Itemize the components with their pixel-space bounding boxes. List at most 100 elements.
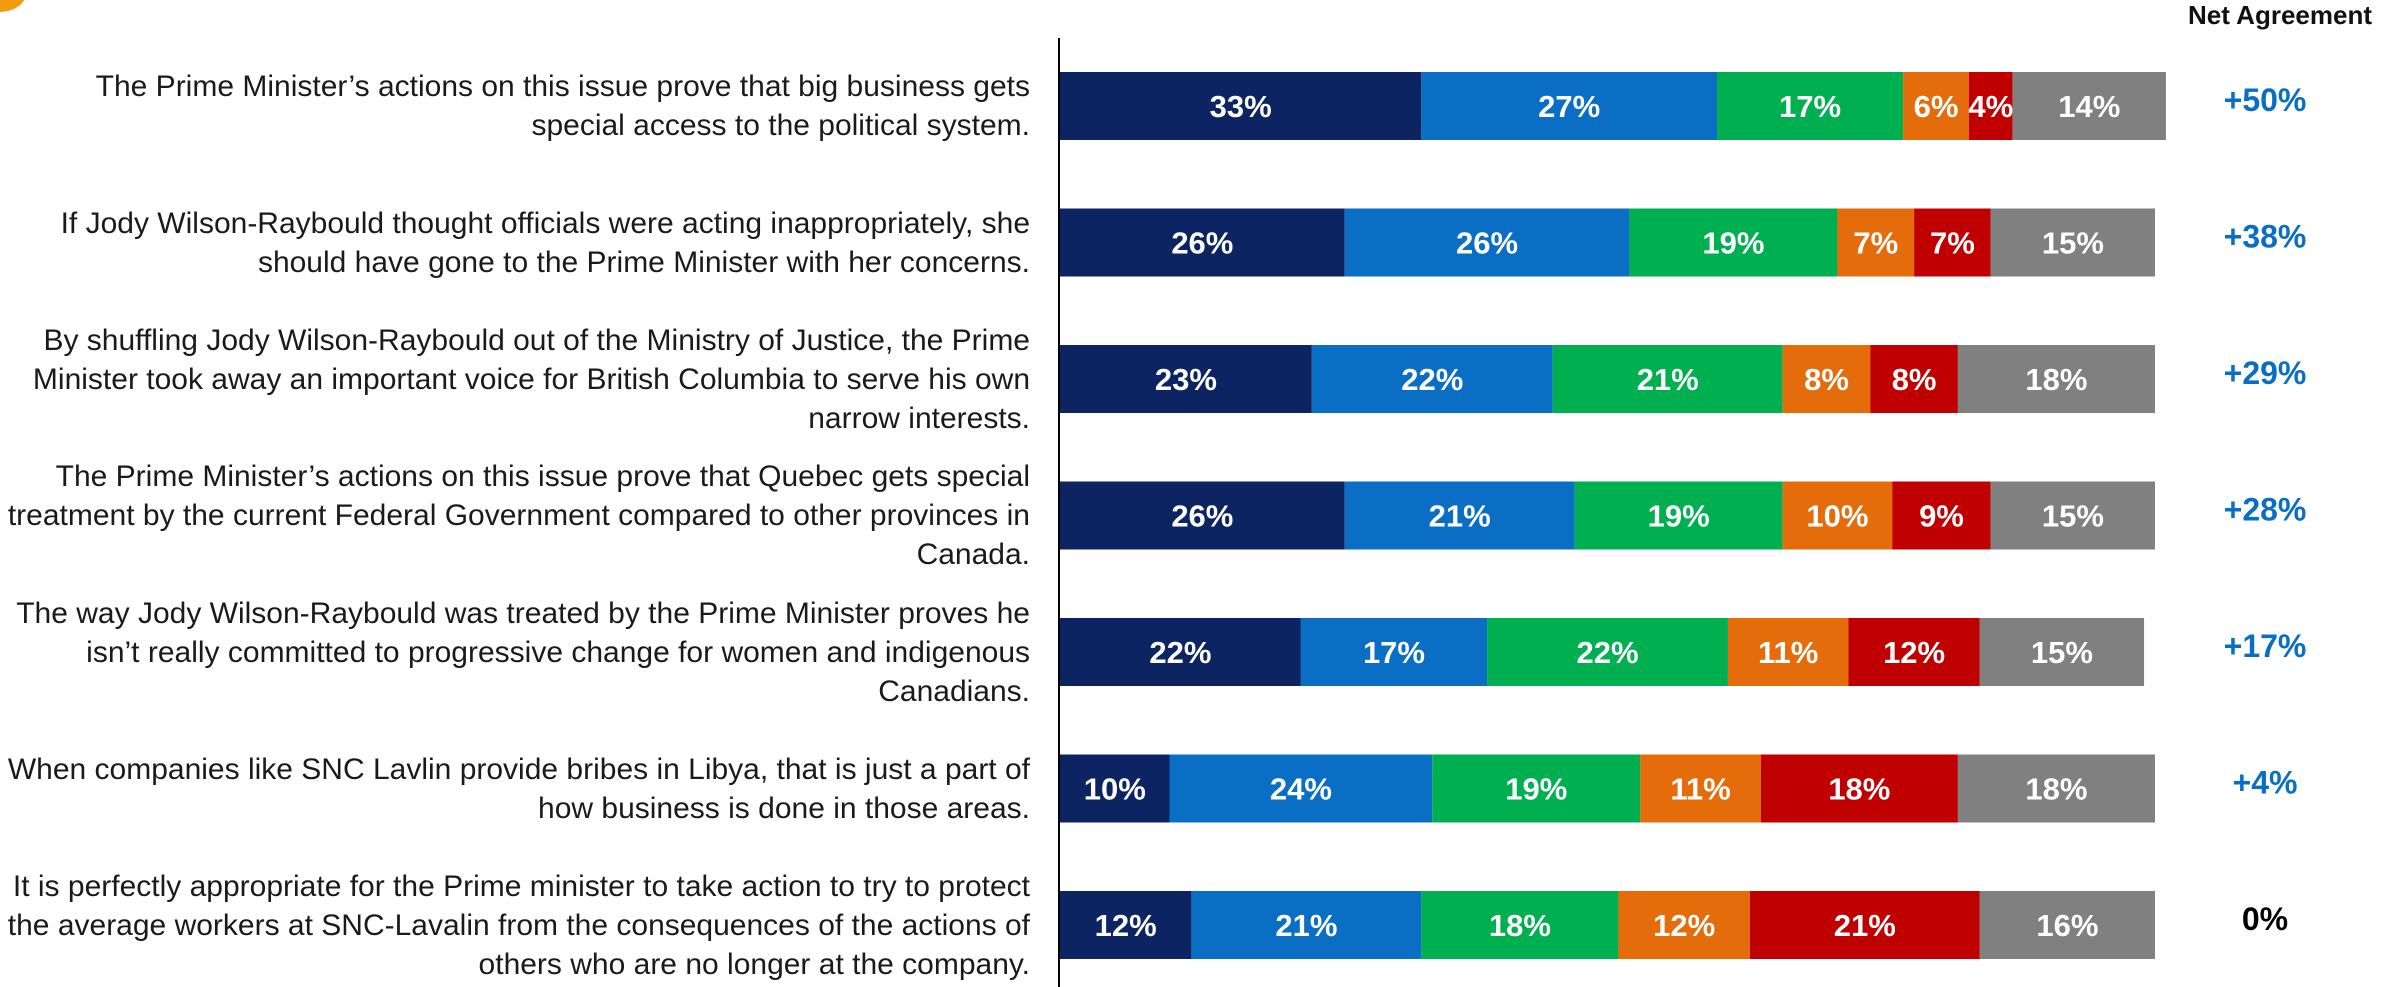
bar-data-label: 11% — [1670, 772, 1730, 807]
bar-segment-somewhat-disagree — [1837, 208, 1915, 277]
bar-data-label: 26% — [1171, 499, 1233, 534]
bar-segment-strongly-disagree — [1914, 208, 1991, 277]
net-agreement-header: Net Agreement — [2188, 0, 2372, 30]
bar-data-label: 22% — [1401, 362, 1463, 397]
bar-data-label: 7% — [1853, 226, 1898, 261]
bar-segment-somewhat-agree — [1344, 208, 1630, 277]
bar-data-label: 21% — [1834, 908, 1896, 943]
bar-segment-somewhat-disagree — [1640, 754, 1761, 823]
bar-segment-somewhat-disagree — [1727, 618, 1849, 686]
bar-data-label: 17% — [1363, 635, 1425, 670]
bar-row: 22% 17% 22% 11% 12% 15% — [1060, 618, 2145, 686]
statement-label: If Jody Wilson-Raybould thought official… — [60, 206, 1030, 279]
bar-segment-strongly-disagree — [1870, 345, 1958, 413]
statement-label: The way Jody Wilson-Raybould was treated… — [16, 596, 1030, 708]
bar-data-label: 26% — [1456, 226, 1518, 261]
bar-data-label: 11% — [1758, 635, 1818, 670]
bar-segment-somewhat-agree — [1421, 72, 1717, 140]
bar-segment-neutral — [1717, 72, 1904, 140]
bar-segment-strongly-agree — [1060, 72, 1422, 140]
net-agreement-value: +17% — [2224, 628, 2307, 664]
bar-data-label: 27% — [1538, 89, 1600, 124]
bar-data-label: 21% — [1637, 362, 1699, 397]
bar-data-label: 15% — [2031, 635, 2093, 670]
bar-data-label: 33% — [1210, 89, 1272, 124]
statement-label: The Prime Minister’s actions on this iss… — [7, 460, 1030, 571]
bar-segment-somewhat-disagree — [1782, 345, 1871, 413]
bar-row: 33% 27% 17% 6% 4% 14% — [1060, 72, 2166, 140]
bar-data-label: 18% — [2025, 772, 2087, 807]
bar-data-label: 17% — [1779, 89, 1841, 124]
bar-segment-strongly-agree — [1060, 618, 1301, 686]
bar-segment-somewhat-agree — [1191, 891, 1422, 959]
bar-row: 26% 21% 19% 10% 9% 15% — [1060, 481, 2155, 550]
bar-segment-somewhat-disagree — [1618, 891, 1750, 959]
bar-data-label: 16% — [2036, 908, 2098, 943]
net-agreement-value: 0% — [2242, 901, 2288, 937]
bar-data-label: 21% — [1429, 499, 1491, 534]
bar-segment-strongly-disagree — [1892, 481, 1991, 550]
bar-data-label: 4% — [1968, 89, 2013, 124]
bar-data-label: 12% — [1883, 635, 1945, 670]
bar-data-label: 18% — [2025, 362, 2087, 397]
net-agreement-value: +28% — [2224, 492, 2307, 528]
bar-segment-strongly-agree — [1060, 754, 1170, 823]
bar-row: 10% 24% 19% 11% 18% 18% — [1060, 754, 2155, 823]
bar-segment-neutral — [1552, 345, 1783, 413]
bar-segment-strongly-agree — [1060, 345, 1312, 413]
bar-data-label: 12% — [1095, 908, 1157, 943]
bar-data-label: 10% — [1806, 499, 1868, 534]
bar-data-label: 6% — [1914, 89, 1959, 124]
net-agreement-value: +29% — [2224, 355, 2307, 391]
bar-data-label: 18% — [1489, 908, 1551, 943]
bar-data-label: 21% — [1275, 908, 1337, 943]
statement-label: The Prime Minister’s actions on this iss… — [95, 70, 1030, 142]
bar-segment-neutral — [1421, 891, 1619, 959]
bar-data-label: 19% — [1702, 226, 1764, 261]
bar-data-label: 8% — [1804, 362, 1849, 397]
bar-segment-somewhat-agree — [1300, 618, 1488, 686]
bar-segment-strongly-agree — [1060, 481, 1345, 550]
statement-label: It is perfectly appropriate for the Prim… — [7, 869, 1030, 981]
bar-row: 23% 22% 21% 8% 8% 18% — [1060, 345, 2155, 413]
bar-segment-dont-know — [1990, 481, 2155, 550]
bar-segment-somewhat-agree — [1311, 345, 1553, 413]
bar-segment-somewhat-disagree — [1903, 72, 1969, 140]
bar-segment-strongly-disagree — [1749, 891, 1980, 959]
bar-segment-dont-know — [1990, 208, 2155, 277]
bar-segment-strongly-agree — [1060, 891, 1192, 959]
net-agreement-value: +38% — [2224, 219, 2307, 255]
bar-data-label: 12% — [1653, 908, 1715, 943]
bar-segment-dont-know — [1957, 345, 2155, 413]
bar-data-label: 9% — [1919, 499, 1964, 534]
bar-segment-neutral — [1487, 618, 1728, 686]
bar-segment-strongly-disagree — [1760, 754, 1958, 823]
bar-data-label: 22% — [1576, 635, 1638, 670]
bar-segment-dont-know — [1957, 754, 2155, 823]
bar-data-label: 14% — [2058, 89, 2120, 124]
net-agreement-value: +50% — [2224, 82, 2307, 118]
bar-row: 26% 26% 19% 7% 7% 15% — [1060, 208, 2155, 277]
bar-segment-neutral — [1432, 754, 1641, 823]
bar-data-label: 24% — [1270, 772, 1332, 807]
bar-data-label: 15% — [2042, 226, 2104, 261]
bar-segment-dont-know — [2012, 72, 2166, 140]
bar-data-label: 23% — [1155, 362, 1217, 397]
bar-segment-dont-know — [1979, 891, 2155, 959]
bar-data-label: 19% — [1505, 772, 1567, 807]
bar-segment-neutral — [1574, 481, 1783, 550]
statement-label: When companies like SNC Lavlin provide b… — [7, 752, 1030, 825]
bar-data-label: 8% — [1892, 362, 1937, 397]
bar-segment-somewhat-disagree — [1782, 481, 1893, 550]
bar-segment-neutral — [1629, 208, 1838, 277]
bar-segment-somewhat-agree — [1169, 754, 1433, 823]
bar-segment-strongly-disagree — [1848, 618, 1980, 686]
bar-row: 12% 21% 18% 12% 21% 16% — [1060, 891, 2155, 959]
bar-data-label: 7% — [1930, 226, 1975, 261]
net-agreement-value: +4% — [2233, 765, 2298, 801]
bar-data-label: 15% — [2042, 499, 2104, 534]
bar-data-label: 18% — [1828, 772, 1890, 807]
bar-segment-strongly-agree — [1060, 208, 1345, 277]
bar-data-label: 19% — [1648, 499, 1710, 534]
